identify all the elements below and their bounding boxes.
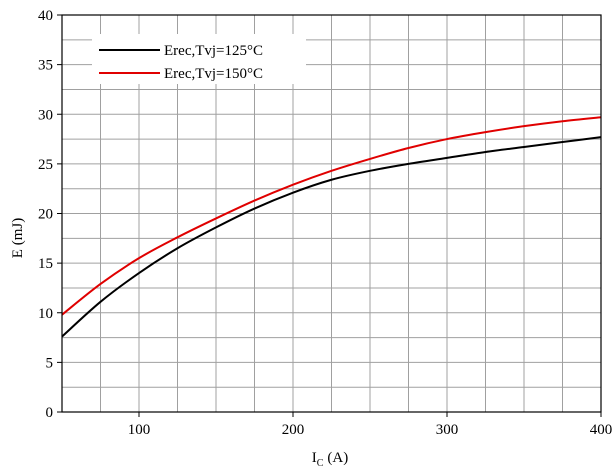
y-tick-label: 25 xyxy=(38,157,53,173)
y-tick-label: 35 xyxy=(38,58,53,74)
x-tick-label: 400 xyxy=(590,422,613,438)
y-tick-label: 15 xyxy=(38,256,53,272)
x-axis-label: IC (A) xyxy=(312,450,349,469)
y-tick-label: 20 xyxy=(38,207,53,223)
y-tick-label: 5 xyxy=(46,355,54,371)
x-axis-label-main: I xyxy=(312,450,317,466)
legend-label-erec-150: Erec,Tvj=150°C xyxy=(164,66,263,82)
y-tick-label: 40 xyxy=(38,8,53,24)
legend-label-erec-125: Erec,Tvj=125°C xyxy=(164,43,263,59)
ticks: 100 200 300 400 0 5 10 15 20 25 30 35 40 xyxy=(38,8,612,438)
y-tick-label: 10 xyxy=(38,306,53,322)
y-axis-label: E (mJ) xyxy=(10,218,26,258)
x-tick-label: 100 xyxy=(128,422,151,438)
series-line-0 xyxy=(61,136,602,338)
x-tick-label: 300 xyxy=(436,422,459,438)
x-axis-label-unit: (A) xyxy=(327,450,348,466)
x-tick-label: 200 xyxy=(282,422,305,438)
series-layer xyxy=(61,116,602,338)
series-line-1 xyxy=(61,116,602,316)
y-tick-label: 0 xyxy=(46,405,54,421)
legend: Erec,Tvj=125°C Erec,Tvj=150°C xyxy=(92,34,306,84)
legend-box xyxy=(92,34,306,84)
y-tick-label: 30 xyxy=(38,107,53,123)
x-axis-label-subscript: C xyxy=(317,458,324,469)
